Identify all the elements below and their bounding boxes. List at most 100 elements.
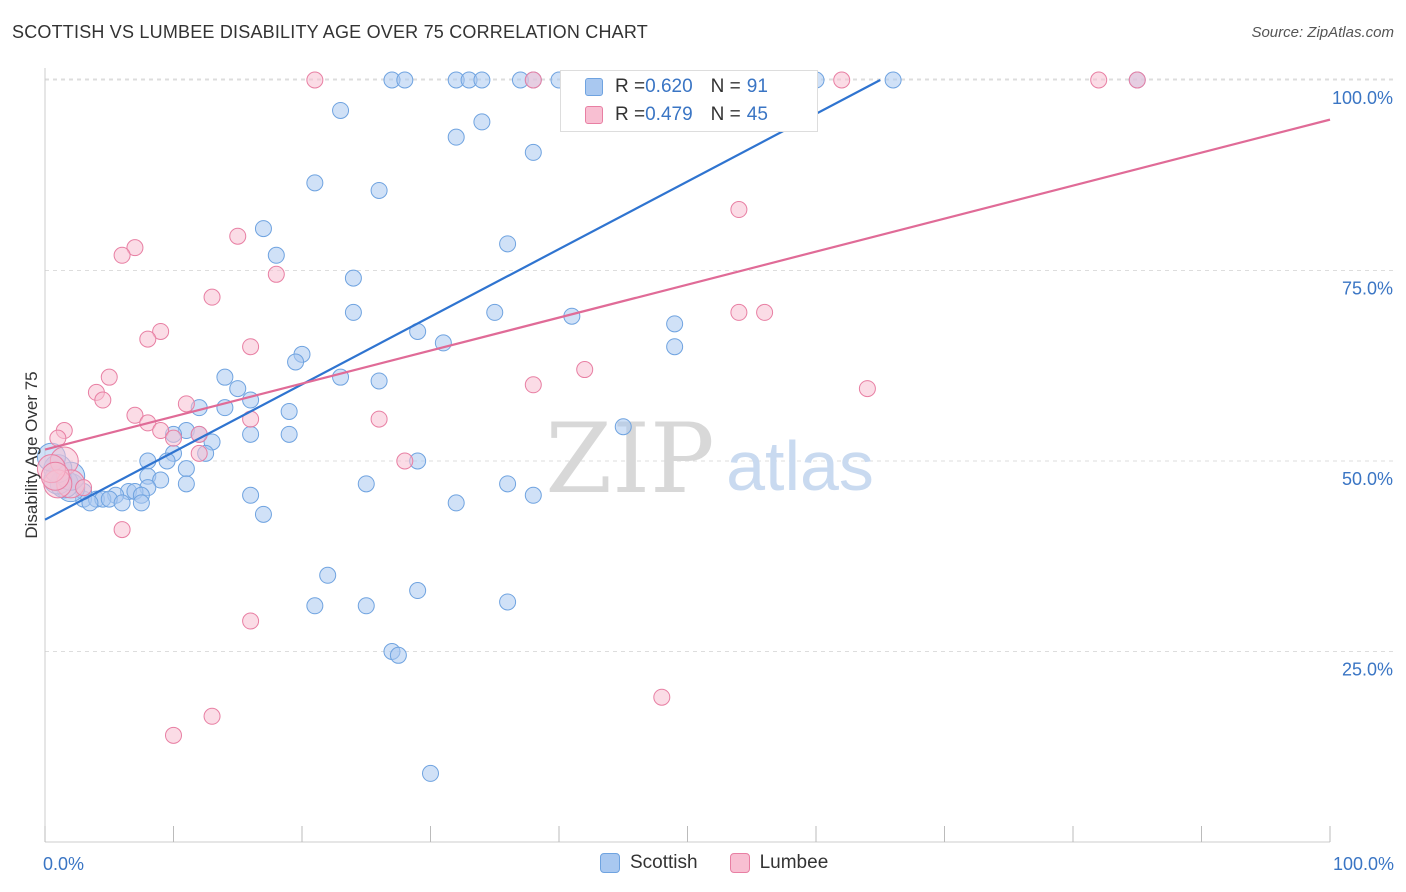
lumbee-point <box>177 395 195 413</box>
legend-label-lumbee: Lumbee <box>759 852 829 873</box>
watermark-zip: ZIP <box>545 403 714 515</box>
lumbee-point <box>94 391 112 409</box>
lumbee-point <box>267 265 285 283</box>
scottish-point <box>614 418 632 436</box>
legend-item-lumbee: Lumbee <box>729 852 829 874</box>
legend-row-scottish: R = 0.620 N = 91 <box>585 73 768 101</box>
scottish-point <box>332 101 350 119</box>
lumbee-point <box>396 452 414 470</box>
scottish-point <box>409 582 427 600</box>
legend-n-label: N = <box>710 104 741 125</box>
lumbee-point <box>75 479 93 497</box>
scottish-point <box>152 471 170 489</box>
scottish-point <box>473 113 491 131</box>
watermark: ZIP atlas <box>545 403 874 515</box>
scottish-trend-line <box>44 79 881 521</box>
scottish-point <box>884 71 902 89</box>
legend-n-value-scottish: 91 <box>746 76 768 97</box>
legend-r-value-lumbee: 0.479 <box>645 104 693 125</box>
lumbee-point <box>165 429 182 447</box>
scottish-point <box>132 494 150 512</box>
scottish-point <box>267 246 285 264</box>
legend-n-label: N = <box>710 76 741 97</box>
scottish-point <box>287 353 305 371</box>
scottish-point <box>370 372 388 390</box>
lumbee-point <box>306 71 324 89</box>
lumbee-point <box>203 288 221 306</box>
scottish-point <box>242 486 260 504</box>
legend-swatch-lumbee <box>585 106 603 124</box>
scottish-point <box>306 174 324 192</box>
lumbee-point <box>190 444 208 462</box>
scottish-point <box>666 338 684 356</box>
scottish-point <box>447 128 465 146</box>
y-tick-label: 25.0% <box>1342 660 1393 680</box>
lumbee-point <box>730 201 748 219</box>
scottish-point <box>666 315 684 333</box>
scottish-point <box>344 303 362 321</box>
tick-label-layer: 25.0% 50.0% 75.0% 100.0% 0.0% 100.0% <box>43 88 1394 874</box>
lumbee-point <box>242 338 260 356</box>
lumbee-point <box>165 726 182 744</box>
legend-r-label: R = <box>615 76 646 97</box>
legend-n-value-lumbee: 45 <box>746 104 768 125</box>
lumbee-point <box>756 303 774 321</box>
scottish-point <box>344 269 362 287</box>
scottish-point <box>499 475 517 493</box>
scottish-point <box>113 494 131 512</box>
lumbee-point <box>653 688 671 706</box>
scottish-point <box>254 220 272 238</box>
lumbee-point <box>113 521 131 539</box>
lumbee-point <box>100 368 118 386</box>
legend-swatch-scottish <box>585 78 603 96</box>
scottish-point <box>357 475 375 493</box>
scottish-point <box>306 597 324 615</box>
correlation-legend: R = 0.620 N = 91 R = 0.479 N = 45 <box>560 70 818 132</box>
scottish-point <box>254 505 272 523</box>
lumbee-point <box>152 422 170 440</box>
lumbee-point <box>126 239 144 257</box>
lumbee-point <box>203 707 221 725</box>
legend-r-value-scottish: 0.620 <box>645 76 693 97</box>
x-tick-label: 100.0% <box>1333 854 1394 874</box>
legend-label-scottish: Scottish <box>630 852 698 873</box>
lumbee-point <box>1090 71 1108 89</box>
legend-swatch-lumbee <box>729 853 750 873</box>
legend-r-label: R = <box>615 104 646 125</box>
scottish-point <box>447 494 465 512</box>
scottish-point <box>177 460 195 478</box>
scottish-point <box>524 486 542 504</box>
lumbee-point <box>1128 71 1146 89</box>
lumbee-point <box>524 376 542 394</box>
chart-title: SCOTTISH VS LUMBEE DISABILITY AGE OVER 7… <box>12 22 648 42</box>
lumbee-point <box>858 380 876 398</box>
lumbee-point <box>40 461 70 491</box>
scottish-point <box>370 181 388 199</box>
lumbee-point <box>370 410 388 428</box>
lumbee-point <box>730 303 748 321</box>
y-tick-label: 75.0% <box>1342 279 1393 299</box>
x-tick-label: 0.0% <box>43 854 84 874</box>
scottish-point <box>499 593 517 611</box>
scottish-point <box>486 303 504 321</box>
scottish-point <box>280 402 298 420</box>
scottish-point <box>177 475 195 493</box>
scottish-point <box>280 425 298 443</box>
lumbee-point <box>229 227 247 245</box>
scottish-point <box>389 646 407 664</box>
points-layer <box>36 71 1146 782</box>
lumbee-point <box>242 612 260 630</box>
scottish-point <box>242 425 260 443</box>
source-label: Source: ZipAtlas.com <box>1251 24 1394 41</box>
lumbee-trend-line <box>44 118 1331 451</box>
legend-item-scottish: Scottish <box>600 852 698 874</box>
legend-swatch-scottish <box>600 853 620 873</box>
scottish-point <box>216 368 234 386</box>
lumbee-point <box>576 361 594 379</box>
watermark-atlas: atlas <box>726 427 874 505</box>
trend-layer <box>44 79 1331 521</box>
y-axis-label: Disability Age Over 75 <box>22 371 41 539</box>
scottish-point <box>396 71 414 89</box>
series-legend: Scottish Lumbee <box>600 852 860 874</box>
lumbee-point <box>524 71 542 89</box>
